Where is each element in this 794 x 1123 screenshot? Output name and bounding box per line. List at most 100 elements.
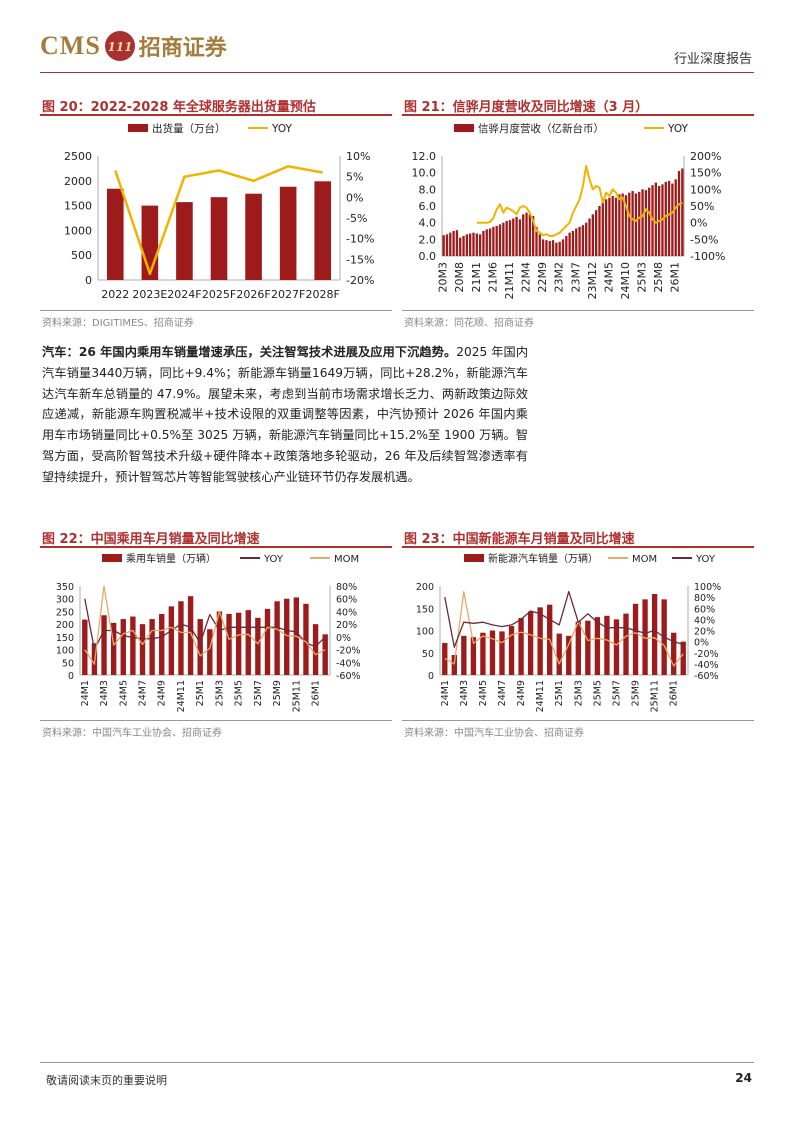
bar (611, 196, 614, 256)
bar (634, 193, 638, 256)
fig23-rule (402, 546, 754, 548)
y-tick-label-left: 150 (416, 604, 434, 615)
bar (478, 234, 482, 256)
y-tick-label-right: 100% (690, 183, 721, 196)
x-tick-label: 25M3 (573, 680, 584, 706)
bar (485, 229, 488, 256)
bar (279, 186, 297, 280)
legend-swatch-bar (454, 124, 474, 132)
y-tick-label-right: -50% (690, 233, 718, 246)
bar (255, 617, 261, 675)
x-tick-label: 25M11 (650, 680, 661, 712)
bar (449, 232, 452, 256)
bar (628, 192, 631, 256)
bar (541, 239, 545, 256)
x-tick-label: 25M9 (631, 680, 642, 706)
fig20-chart: 0 500 1000 1500 2000 2500 -20% -15% -10% -5% 0% 5% 1… (64, 122, 374, 301)
legend-label: MOM (632, 554, 657, 565)
y-tick-label-right: -40% (336, 658, 361, 669)
footer-rule (40, 1062, 754, 1063)
bar (459, 237, 462, 256)
y-tick-label-left: 8.0 (419, 183, 437, 196)
bar (644, 190, 648, 256)
bar (518, 219, 522, 256)
bar (498, 224, 502, 256)
y-tick-label-right: -20% (346, 274, 374, 287)
x-tick-label: 25M9 (272, 680, 283, 706)
bar (613, 619, 620, 675)
y-tick-label-right: -5% (346, 212, 367, 225)
bar (482, 231, 485, 256)
bar (654, 182, 657, 256)
bar (537, 607, 543, 675)
y-tick-label-left: 100 (56, 646, 74, 657)
x-tick-label: 25M7 (611, 680, 622, 706)
bar (312, 624, 319, 675)
logo-text: CMS (40, 31, 101, 60)
bar (82, 619, 88, 675)
fig22-title: 图 22：中国乘用车月销量及同比增速 (42, 532, 260, 547)
bar (571, 231, 575, 256)
bar (532, 216, 535, 256)
x-tick-label: 25M3 (214, 680, 225, 706)
fig23-source: 资料来源：中国汽车工业协会、招商证券 (404, 728, 584, 739)
x-tick-label: 23M12 (586, 262, 599, 300)
y-tick-label-left: 2000 (64, 175, 92, 188)
series-line-yoy (84, 598, 326, 651)
bar (545, 240, 548, 256)
y-tick-label-right: -15% (346, 253, 374, 266)
footer-note: 敬请阅读末页的重要说明 (46, 1074, 167, 1087)
bar (538, 234, 541, 256)
y-tick-label-right: 10% (346, 150, 370, 163)
logo-chinese-name: 招商证券 (138, 36, 227, 61)
bar (480, 632, 486, 675)
y-tick-label-right: 5% (346, 171, 363, 184)
y-tick-label-left: 50 (422, 649, 434, 660)
bar (648, 187, 651, 256)
bar (556, 633, 562, 675)
bar (575, 228, 578, 256)
y-tick-label-left: 250 (56, 607, 74, 618)
fig21-title: 图 21：信骅月度营收及同比增速（3 月） (404, 100, 649, 115)
fig22-source-rule (40, 720, 392, 721)
document-type: 行业深度报告 (673, 52, 752, 67)
y-tick-label-right: -40% (694, 660, 719, 671)
bar (632, 603, 639, 675)
bar (106, 188, 124, 280)
bar (555, 242, 558, 256)
y-tick-label-right: 0% (336, 633, 351, 644)
bar (604, 615, 610, 675)
bar (216, 611, 223, 675)
fig22-source: 资料来源：中国汽车工业协会、招商证券 (42, 728, 222, 739)
fig22-chart: 050100150200250300350-60%-40%-20%0%20%40… (56, 552, 361, 712)
x-tick-label: 21M11 (503, 262, 516, 300)
bar (667, 181, 671, 256)
series-line-yoy (114, 165, 323, 276)
fig20-title: 图 20：2022-2028 年全球服务器出货量预估 (42, 100, 316, 115)
x-tick-label: 21M6 (486, 262, 499, 293)
y-tick-label-right: 200% (690, 150, 721, 163)
bar (618, 194, 621, 256)
bar (495, 226, 498, 256)
bar (578, 226, 581, 256)
y-tick-label-right: -60% (336, 671, 361, 682)
bar (561, 239, 565, 256)
bar (631, 191, 634, 256)
bar (608, 197, 611, 256)
logo-seal-icon: 111 (104, 31, 135, 61)
y-tick-label-left: 2.0 (419, 233, 437, 246)
bar (455, 230, 459, 256)
y-tick-label-right: -60% (694, 671, 719, 682)
fig20-rule (40, 114, 392, 116)
x-tick-label: 2026F (236, 288, 270, 301)
bar (488, 228, 492, 256)
y-tick-label-right: -100% (690, 250, 725, 263)
bar (558, 241, 561, 256)
x-tick-label: 20M8 (453, 262, 466, 293)
bar (671, 632, 677, 675)
fig23-source-rule (402, 720, 754, 721)
y-tick-label-left: 200 (416, 582, 434, 593)
bar (641, 189, 644, 256)
x-tick-label: 2025F (202, 288, 236, 301)
y-tick-label-right: 0% (690, 217, 707, 230)
